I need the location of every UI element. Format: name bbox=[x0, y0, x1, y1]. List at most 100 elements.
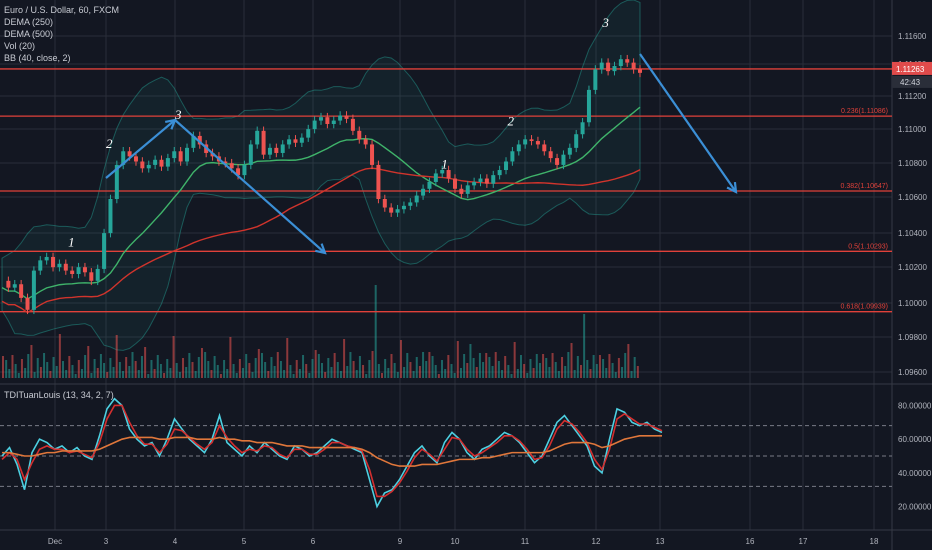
volume-bar bbox=[605, 368, 608, 378]
volume-bar bbox=[298, 369, 301, 378]
volume-bar bbox=[257, 349, 260, 378]
volume-bar bbox=[223, 360, 226, 378]
volume-bar bbox=[548, 367, 551, 378]
wave-label: 1 bbox=[441, 156, 448, 171]
volume-bar bbox=[330, 367, 333, 378]
volume-bar bbox=[270, 357, 273, 378]
candle-body bbox=[357, 130, 362, 140]
indicator-bb[interactable]: BB (40, close, 2) bbox=[4, 53, 71, 63]
candle-body bbox=[197, 135, 202, 145]
volume-bar bbox=[535, 354, 538, 378]
volume-bar bbox=[491, 366, 494, 378]
osc-tick-label: 40.00000 bbox=[898, 469, 932, 478]
candle-body bbox=[274, 147, 279, 153]
volume-bar bbox=[608, 354, 611, 378]
x-tick-label: 9 bbox=[398, 537, 403, 546]
candle-body bbox=[484, 178, 489, 184]
candle-body bbox=[306, 129, 311, 138]
volume-bar bbox=[621, 367, 624, 378]
candle-body bbox=[580, 122, 585, 135]
volume-bar bbox=[251, 372, 254, 378]
volume-bar bbox=[371, 351, 374, 378]
x-tick-label: 18 bbox=[870, 537, 879, 546]
volume-bar bbox=[125, 357, 128, 378]
candle-body bbox=[389, 207, 394, 213]
candle-body bbox=[472, 181, 477, 186]
volume-bar bbox=[71, 365, 74, 378]
volume-bar bbox=[216, 365, 219, 378]
volume-bar bbox=[87, 346, 90, 378]
volume-bar bbox=[156, 355, 159, 378]
indicator-dema250[interactable]: DEMA (250) bbox=[4, 17, 54, 27]
volume-bar bbox=[576, 356, 579, 378]
volume-bar bbox=[507, 365, 510, 378]
volume-bar bbox=[197, 357, 200, 378]
candle-body bbox=[452, 178, 457, 189]
osc-line-red bbox=[1, 404, 663, 498]
volume-bar bbox=[586, 360, 589, 378]
forecast-arrow bbox=[639, 53, 737, 193]
bollinger-band bbox=[1, 0, 641, 351]
volume-bar bbox=[5, 360, 8, 378]
candle-body bbox=[57, 263, 62, 268]
candle-body bbox=[338, 115, 343, 121]
volume-bar bbox=[267, 371, 270, 378]
volume-bar bbox=[478, 353, 481, 378]
volume-bar bbox=[453, 373, 456, 378]
candle-body bbox=[363, 139, 368, 145]
oscillator-legend[interactable]: TDITuanLouis (13, 34, 2, 7) bbox=[4, 390, 114, 400]
volume-bar bbox=[134, 361, 137, 378]
volume-bar bbox=[295, 360, 298, 378]
candle-body bbox=[599, 62, 604, 70]
volume-bar bbox=[260, 353, 263, 378]
volume-bar bbox=[103, 363, 106, 378]
volume-bar bbox=[526, 373, 529, 378]
y-tick-label: 1.09800 bbox=[898, 333, 927, 342]
volume-bar bbox=[418, 366, 421, 378]
osc-tick-label: 60.00000 bbox=[898, 435, 932, 444]
volume-bar bbox=[109, 358, 112, 378]
volume-bar bbox=[242, 368, 245, 378]
price-badge-value: 1.11263 bbox=[896, 65, 925, 74]
indicator-volume[interactable]: Vol (20) bbox=[4, 41, 36, 51]
volume-bar bbox=[46, 362, 49, 378]
x-tick-label: 11 bbox=[521, 537, 530, 546]
candle-body bbox=[497, 170, 502, 176]
candle-body bbox=[382, 199, 387, 208]
candle-body bbox=[331, 120, 336, 124]
wave-arrow-down-head bbox=[315, 243, 327, 255]
candle-body bbox=[248, 144, 253, 165]
volume-bar bbox=[494, 352, 497, 378]
volume-bar bbox=[333, 353, 336, 378]
volume-bar bbox=[425, 361, 428, 378]
volume-bar bbox=[592, 355, 595, 378]
volume-bar bbox=[58, 334, 61, 378]
volume-bar bbox=[96, 368, 99, 378]
candle-body bbox=[446, 170, 451, 179]
wave-arrow-down bbox=[174, 119, 326, 254]
candle-body bbox=[612, 66, 617, 72]
volume-bar bbox=[469, 344, 472, 378]
candle-body bbox=[395, 209, 400, 213]
volume-bar bbox=[589, 369, 592, 378]
volume-bar bbox=[39, 367, 42, 378]
candle-body bbox=[427, 181, 432, 189]
volume-bar bbox=[30, 345, 33, 378]
candle-body bbox=[593, 69, 598, 90]
candle-body bbox=[350, 118, 355, 131]
indicator-dema500[interactable]: DEMA (500) bbox=[4, 29, 54, 39]
volume-bar bbox=[602, 359, 605, 378]
volume-bar bbox=[188, 353, 191, 378]
volume-bar bbox=[232, 364, 235, 378]
volume-bar bbox=[415, 357, 418, 378]
volume-bar bbox=[74, 374, 77, 378]
volume-bar bbox=[614, 372, 617, 378]
candle-body bbox=[153, 159, 158, 165]
candle-body bbox=[229, 163, 234, 169]
volume-bar bbox=[630, 371, 633, 378]
wave-label: 3 bbox=[174, 107, 182, 122]
volume-bar bbox=[140, 356, 143, 378]
volume-bar bbox=[529, 359, 532, 378]
candle-body bbox=[165, 158, 170, 167]
